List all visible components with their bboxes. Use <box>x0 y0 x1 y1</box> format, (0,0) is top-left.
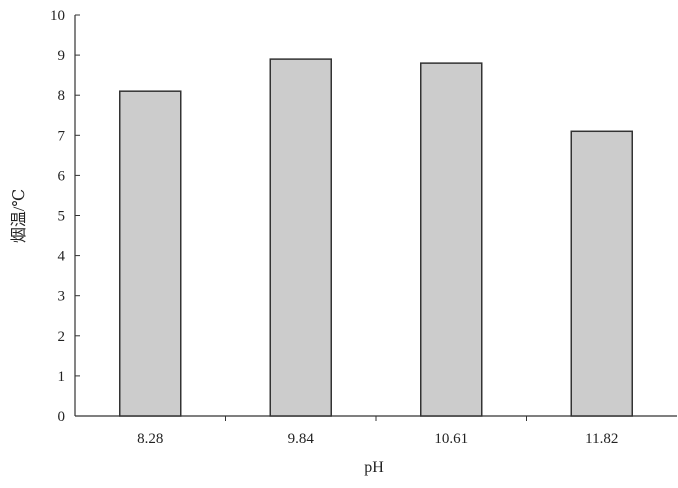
bar-9.84 <box>269 58 332 417</box>
x-tick-label: 8.28 <box>137 431 163 447</box>
bars <box>119 58 633 417</box>
y-tick-label: 3 <box>58 289 66 305</box>
y-tick-label: 4 <box>58 249 66 265</box>
x-tick-label: 10.61 <box>434 431 468 447</box>
y-tick-label: 10 <box>50 8 65 24</box>
y-tick-label: 9 <box>58 48 66 64</box>
y-tick-label: 8 <box>58 88 66 104</box>
bar-8.28 <box>119 90 182 417</box>
y-tick-label: 1 <box>58 369 66 385</box>
y-axis: 0 1 2 3 4 5 6 7 8 9 10 <box>50 8 80 425</box>
y-axis-label: 烟温/℃ <box>10 189 28 243</box>
x-axis: 8.28 9.84 10.61 11.82 <box>75 415 677 447</box>
bar-10.61 <box>420 62 483 417</box>
y-tick-label: 7 <box>58 128 66 144</box>
bar-11.82 <box>570 130 633 417</box>
x-tick-label: 9.84 <box>288 431 315 447</box>
x-axis-label: pH <box>364 459 384 476</box>
y-tick-label: 5 <box>58 209 66 225</box>
y-tick-label: 6 <box>58 168 66 184</box>
y-tick-label: 0 <box>58 409 66 425</box>
y-tick-label: 2 <box>58 329 66 345</box>
x-tick-label: 11.82 <box>585 431 618 447</box>
